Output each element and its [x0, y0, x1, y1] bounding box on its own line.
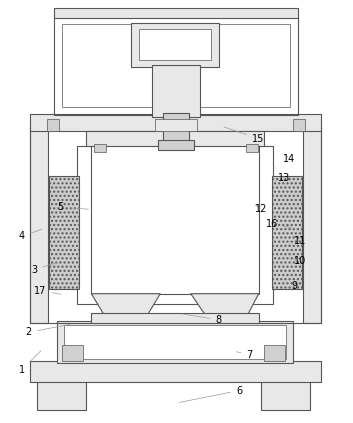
Bar: [64, 325, 286, 359]
Bar: [47, 119, 59, 131]
Bar: [152, 65, 200, 116]
Bar: [163, 113, 189, 144]
Text: 17: 17: [34, 286, 61, 296]
Text: 9: 9: [292, 281, 298, 291]
Bar: [62, 24, 290, 107]
Bar: [91, 313, 259, 323]
Text: 5: 5: [57, 202, 89, 212]
Bar: [94, 144, 106, 152]
Text: 4: 4: [19, 229, 42, 242]
Bar: [264, 345, 285, 361]
Text: 13: 13: [276, 168, 290, 183]
Text: 15: 15: [224, 127, 264, 144]
Text: 7: 7: [237, 350, 253, 360]
Bar: [293, 119, 305, 131]
Text: 16: 16: [266, 219, 292, 229]
Bar: [30, 126, 321, 323]
Bar: [158, 140, 194, 150]
Text: 1: 1: [19, 351, 41, 375]
Text: 14: 14: [283, 154, 295, 165]
Bar: [30, 361, 321, 382]
Bar: [91, 141, 259, 294]
Bar: [131, 23, 219, 67]
Bar: [57, 321, 293, 363]
Bar: [54, 16, 298, 115]
Bar: [62, 345, 84, 361]
Bar: [37, 380, 86, 410]
Text: 12: 12: [255, 204, 268, 214]
Text: 10: 10: [294, 256, 306, 266]
Polygon shape: [191, 294, 259, 318]
Bar: [30, 113, 321, 131]
Polygon shape: [91, 294, 160, 318]
Bar: [246, 144, 258, 152]
Text: 11: 11: [294, 236, 306, 246]
Bar: [261, 380, 310, 410]
Bar: [273, 176, 302, 289]
Bar: [30, 126, 48, 323]
Text: 6: 6: [179, 385, 242, 402]
Bar: [49, 176, 79, 289]
Text: 8: 8: [183, 314, 221, 325]
Text: 3: 3: [31, 262, 58, 275]
Bar: [303, 126, 321, 323]
Bar: [54, 8, 298, 18]
Bar: [77, 146, 274, 304]
Bar: [155, 119, 197, 131]
Text: 2: 2: [26, 324, 70, 337]
Bar: [86, 131, 264, 146]
Bar: [139, 29, 211, 60]
